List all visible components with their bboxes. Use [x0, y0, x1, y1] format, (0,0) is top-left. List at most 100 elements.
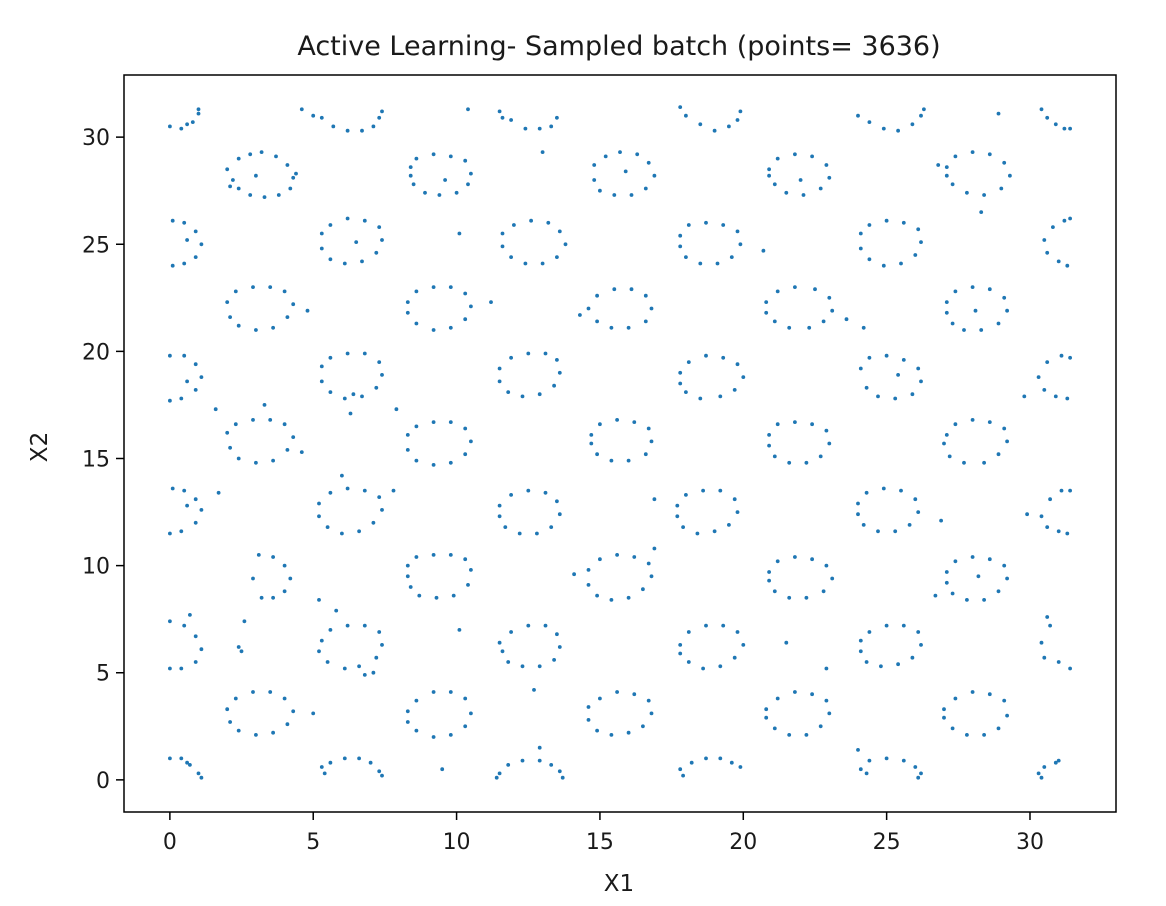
scatter-point	[179, 126, 184, 131]
scatter-point	[856, 512, 860, 517]
scatter-point	[168, 531, 172, 536]
scatter-point	[712, 128, 717, 133]
scatter-point	[448, 690, 453, 694]
scatter-point	[1051, 225, 1055, 230]
scatter-point	[767, 578, 771, 583]
scatter-point	[646, 561, 651, 566]
scatter-point	[405, 300, 410, 304]
scatter-point	[282, 422, 287, 427]
scatter-point	[319, 364, 324, 369]
scatter-point	[168, 398, 172, 403]
scatter-point	[380, 373, 384, 377]
scatter-point	[970, 150, 975, 155]
scatter-point	[684, 390, 688, 394]
scatter-point	[377, 769, 382, 774]
scatter-point	[704, 623, 708, 628]
scatter-point	[328, 760, 333, 765]
scatter-point	[276, 193, 281, 197]
scatter-point	[529, 218, 533, 223]
scatter-point	[328, 257, 333, 262]
scatter-point	[652, 497, 657, 502]
scatter-point	[248, 152, 253, 157]
scatter-point	[884, 756, 889, 761]
scatter-point	[408, 173, 413, 178]
scatter-point	[448, 733, 453, 737]
scatter-point	[944, 173, 949, 178]
scatter-point	[987, 152, 992, 157]
scatter-point	[649, 711, 654, 716]
scatter-point	[193, 520, 198, 525]
scatter-point	[1045, 615, 1050, 619]
scatter-point	[867, 630, 872, 634]
scatter-point	[216, 490, 221, 495]
scatter-point	[259, 150, 264, 155]
scatter-point	[168, 666, 172, 671]
scatter-point	[732, 655, 737, 660]
scatter-point	[520, 758, 525, 763]
scatter-point	[299, 107, 304, 112]
scatter-point	[813, 287, 817, 292]
scatter-point	[867, 120, 872, 124]
scatter-point	[784, 190, 789, 195]
scatter-point	[867, 758, 872, 763]
scatter-point	[793, 285, 797, 289]
scatter-point	[417, 593, 422, 598]
scatter-point	[179, 396, 184, 401]
scatter-point	[380, 109, 384, 114]
scatter-point	[179, 529, 184, 534]
scatter-point	[254, 173, 258, 178]
scatter-point	[1045, 525, 1050, 529]
scatter-point	[543, 351, 548, 356]
scatter-point	[532, 688, 536, 692]
scatter-point	[996, 452, 1001, 457]
scatter-point	[414, 321, 419, 326]
scatter-point	[979, 210, 984, 215]
scatter-point	[589, 441, 594, 446]
scatter-point	[586, 306, 591, 311]
scatter-point	[919, 379, 923, 384]
chart-title: Active Learning- Sampled batch (points= …	[297, 31, 940, 62]
scatter-point	[555, 499, 559, 504]
scatter-point	[1045, 115, 1050, 120]
scatter-point	[970, 285, 975, 289]
scatter-point	[1022, 394, 1027, 399]
x-axis-title: X1	[604, 871, 634, 897]
scatter-point	[962, 328, 966, 332]
scatter-point	[944, 433, 949, 437]
scatter-point	[193, 229, 198, 234]
scatter-point	[557, 229, 562, 234]
scatter-point	[598, 188, 602, 193]
scatter-point	[371, 670, 376, 675]
scatter-point	[377, 115, 382, 120]
scatter-point	[182, 623, 187, 628]
scatter-point	[168, 124, 172, 129]
scatter-point	[342, 666, 347, 671]
scatter-point	[775, 422, 780, 427]
scatter-point	[526, 488, 531, 493]
scatter-point	[950, 726, 955, 731]
scatter-point	[285, 722, 290, 727]
scatter-point	[463, 696, 468, 701]
scatter-point	[944, 300, 949, 304]
scatter-point	[586, 705, 591, 709]
scatter-point	[362, 488, 367, 493]
scatter-point	[288, 576, 293, 581]
y-axis: 0 5 10 15 20 25 30	[82, 126, 124, 794]
scatter-point	[1056, 660, 1061, 664]
scatter-point	[196, 111, 201, 116]
scatter-point	[319, 765, 324, 769]
scatter-point	[405, 448, 410, 452]
scatter-point	[1065, 531, 1070, 536]
scatter-point	[423, 190, 427, 195]
scatter-point	[578, 313, 582, 317]
scatter-point	[469, 304, 473, 309]
scatter-point	[678, 244, 683, 249]
scatter-point	[879, 664, 883, 669]
scatter-point	[549, 124, 554, 129]
scatter-point	[767, 167, 771, 172]
scatter-point	[884, 218, 889, 223]
scatter-point	[362, 351, 367, 356]
scatter-point	[225, 707, 230, 712]
scatter-point	[371, 520, 376, 525]
scatter-point	[784, 640, 789, 645]
